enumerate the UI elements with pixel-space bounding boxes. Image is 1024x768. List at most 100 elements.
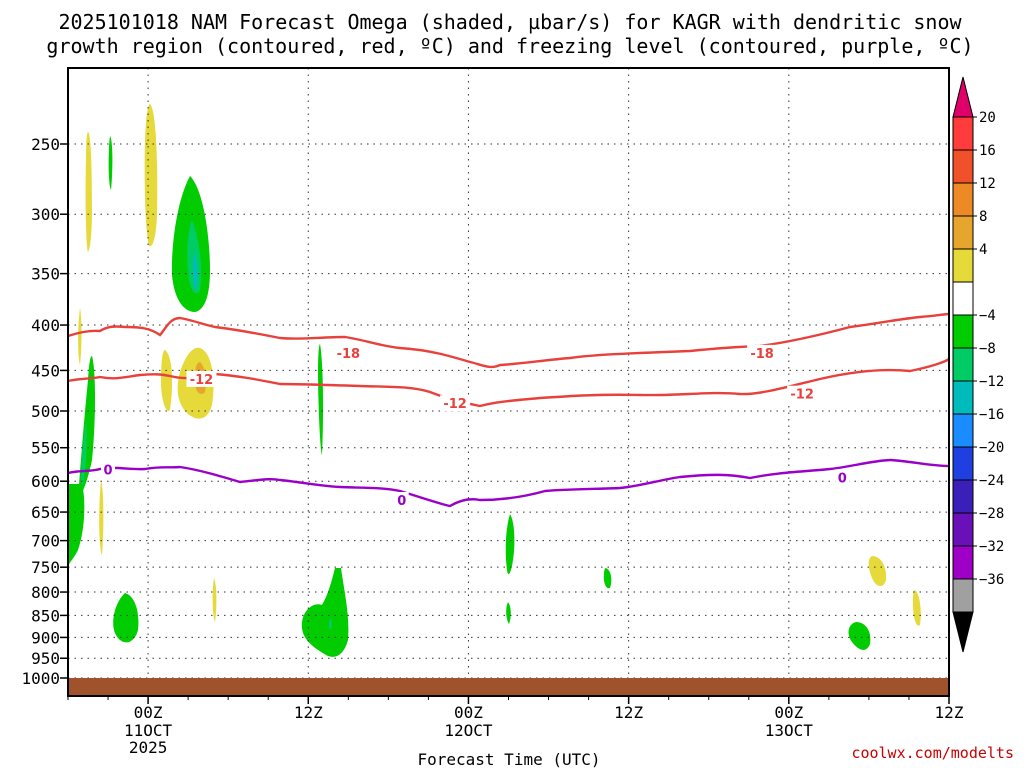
contour-label: -12	[443, 397, 467, 412]
colorbar-label: −20	[979, 440, 1004, 456]
y-tick-label: 350	[31, 265, 60, 284]
colorbar-segment	[952, 314, 974, 349]
colorbar-segment	[952, 281, 974, 316]
colorbar-segment	[952, 479, 974, 514]
x-tick-label: 12Z	[294, 703, 323, 722]
contour-label: 0	[838, 471, 847, 486]
x-axis: 00Z11OCT202512Z00Z12OCT12Z00Z13OCT12Z00Z…	[67, 696, 964, 757]
x-tick-label: 00Z	[774, 703, 803, 722]
y-tick-label: 550	[31, 439, 60, 458]
omega-cell	[868, 556, 887, 586]
contour-label-halo	[787, 385, 818, 402]
y-axis: 250 300 350 400 450 500 550 600 650 700 750 800 850 9…	[21, 135, 68, 688]
omega-cell	[913, 590, 921, 626]
omega-cell	[848, 622, 871, 650]
omega-cell	[81, 420, 87, 490]
colorbar-segment	[952, 380, 974, 415]
colorbar-label: −8	[979, 341, 996, 357]
contour-label: -18	[337, 347, 361, 362]
omega-cell	[108, 136, 113, 190]
omega-cell	[212, 578, 217, 622]
colorbar-label: 12	[979, 176, 996, 192]
contour-label: 0	[397, 494, 406, 509]
colorbar-segment	[952, 182, 974, 217]
y-tick-label: 400	[31, 316, 60, 335]
title-line-1: 2025101018 NAM Forecast Omega (shaded, µ…	[58, 10, 962, 34]
omega-cell	[301, 568, 349, 657]
colorbar-label: 16	[979, 143, 996, 159]
contour-label: -12	[190, 373, 214, 388]
x-tick-date-label: 11OCT	[124, 721, 173, 740]
y-tick-label: 600	[31, 472, 60, 491]
y-tick-label: 650	[31, 503, 60, 522]
contour-labels: -18 -18 -12 -12 -12 0 0 0	[101, 344, 850, 509]
y-tick-label: 750	[31, 558, 60, 577]
x-tick-label: 00Z	[454, 703, 483, 722]
x-tick-label: 12Z	[614, 703, 643, 722]
colorbar-bottom-arrow	[952, 611, 974, 653]
colorbar-segment	[952, 413, 974, 448]
contour-label-halo	[394, 492, 409, 509]
contour-line-0	[67, 458, 950, 508]
y-tick-label: 450	[31, 361, 60, 380]
omega-cell	[68, 484, 85, 566]
omega-cell	[318, 344, 324, 455]
x-tick-label: 12Z	[935, 703, 964, 722]
x-axis-title: Forecast Time (UTC)	[417, 750, 600, 768]
omega-cell	[192, 252, 198, 290]
terrain-fill	[68, 678, 949, 696]
contour-label-halo	[747, 344, 778, 361]
colorbar-label: 8	[979, 209, 987, 225]
omega-cell	[161, 350, 173, 411]
y-tick-label: 950	[31, 649, 60, 668]
x-tick-year-label: 2025	[129, 738, 168, 757]
y-tick-label: 850	[31, 606, 60, 625]
credit-text: coolwx.com/modelts	[851, 744, 1014, 762]
y-tick-label: 700	[31, 532, 60, 551]
colorbar-segment	[952, 215, 974, 250]
y-tick-label: 1000	[21, 669, 60, 688]
y-tick-label: 900	[31, 628, 60, 647]
contour-label-halo	[101, 461, 116, 478]
colorbar-label: −4	[979, 308, 996, 324]
colorbar-label: 20	[979, 110, 996, 126]
omega-cell	[113, 593, 139, 643]
colorbar-segment	[952, 347, 974, 382]
contour-label-halo	[835, 469, 850, 486]
contour-label: -12	[790, 388, 814, 403]
contour-label: -18	[750, 347, 774, 362]
colorbar: 20 16 12 8 4 −4 −8 −12 −16 −20 −24 −28 −32 −36	[952, 76, 1004, 653]
colorbar-segment	[952, 149, 974, 184]
colorbar-label: −36	[979, 572, 1004, 588]
y-tick-label: 500	[31, 402, 60, 421]
colorbar-label: −16	[979, 407, 1004, 423]
y-tick-label: 250	[31, 135, 60, 154]
omega-cell	[85, 132, 92, 252]
title-line-2: growth region (contoured, red, ºC) and f…	[46, 34, 973, 58]
omega-cell	[99, 480, 104, 555]
omega-cell	[603, 568, 612, 589]
colorbar-label: −12	[979, 374, 1004, 390]
omega-cell	[78, 308, 82, 365]
colorbar-segment	[952, 512, 974, 547]
colorbar-label: −32	[979, 539, 1004, 555]
colorbar-label: 4	[979, 242, 987, 258]
omega-cell	[328, 618, 333, 630]
omega-cell	[505, 514, 515, 575]
contour-label-halo	[440, 395, 471, 412]
contour-label-halo	[333, 344, 364, 361]
contour-label: 0	[104, 463, 113, 478]
contour-label-halo	[186, 370, 217, 387]
y-tick-label: 300	[31, 205, 60, 224]
colorbar-label: −24	[979, 473, 1004, 489]
y-tick-label: 800	[31, 583, 60, 602]
colorbar-segment	[952, 248, 974, 283]
x-tick-label: 00Z	[134, 703, 163, 722]
colorbar-label: −28	[979, 506, 1004, 522]
x-tick-date-label: 13OCT	[765, 721, 814, 740]
colorbar-segment	[952, 446, 974, 481]
colorbar-segment	[952, 545, 974, 580]
contour-line-minus-18	[67, 312, 950, 369]
